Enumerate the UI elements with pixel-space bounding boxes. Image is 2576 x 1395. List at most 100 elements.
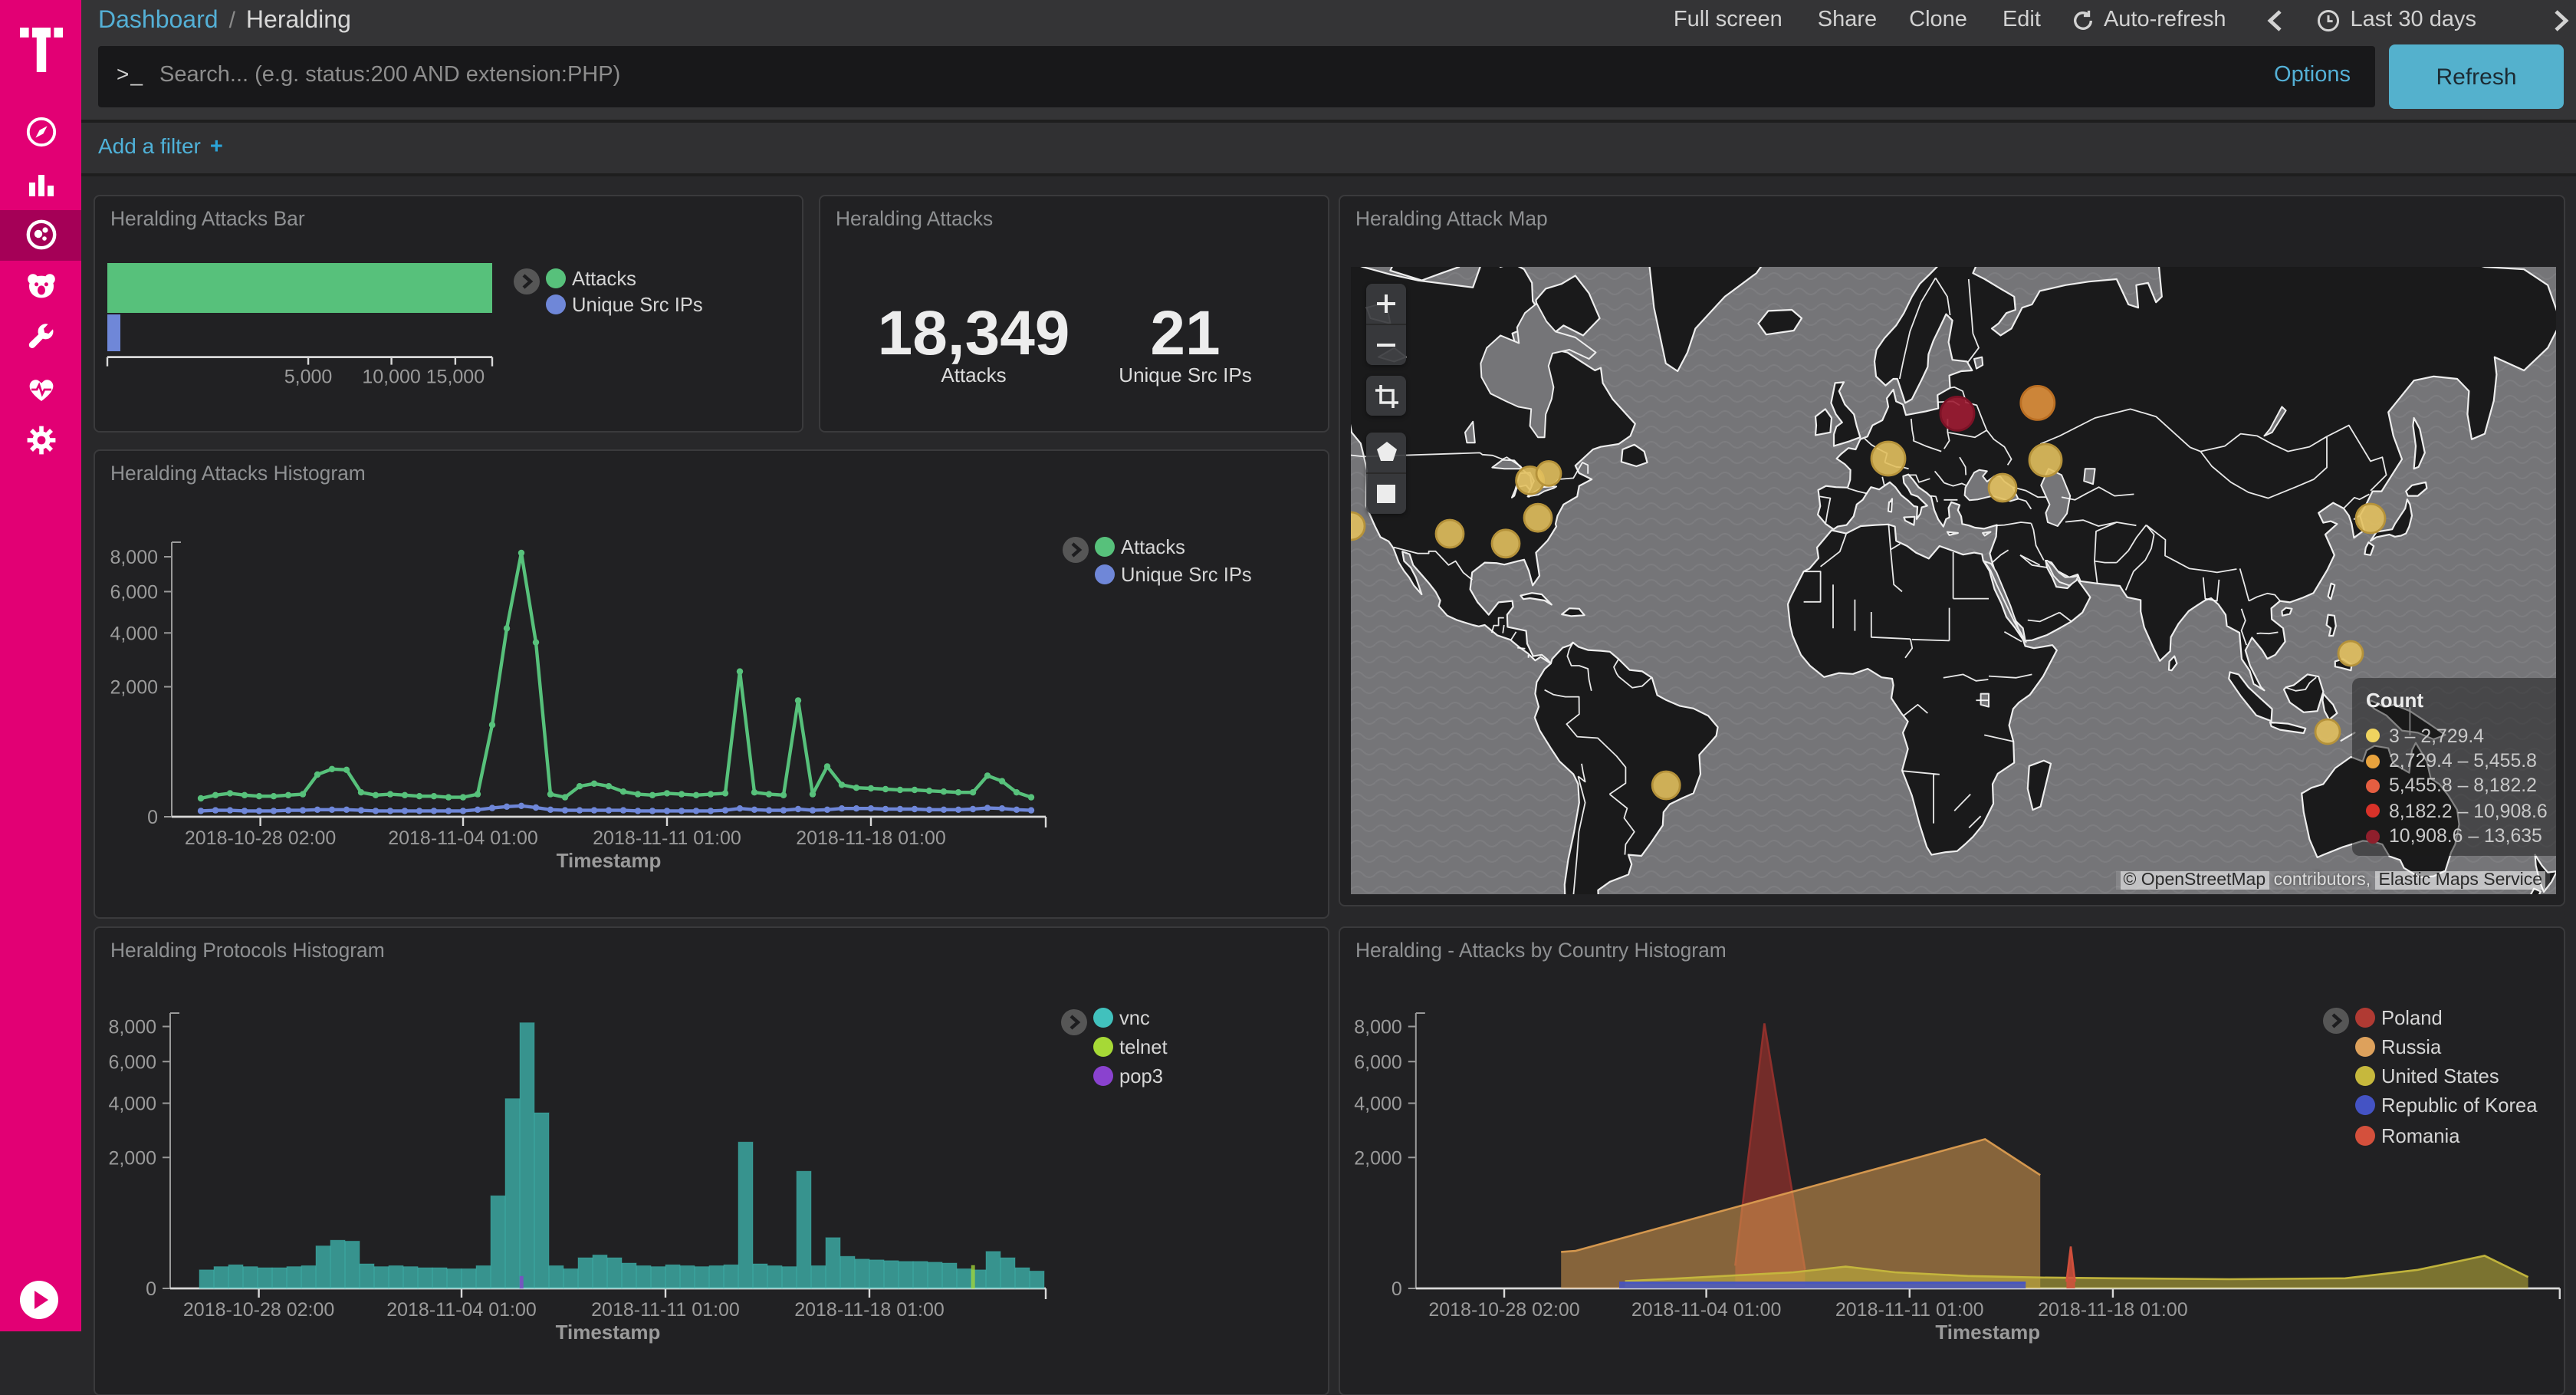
legend-swatch [2355, 1066, 2375, 1087]
sidebar-item-visualize[interactable] [0, 158, 81, 209]
map-legend-row: 5,455.8 – 8,182.2 [2366, 774, 2550, 799]
time-range-picker[interactable]: Last 30 days [2317, 8, 2476, 32]
zoom-out-icon[interactable] [1366, 324, 1406, 364]
attack-origin-marker[interactable] [1870, 439, 1907, 476]
chevron-right-icon[interactable] [2553, 8, 2570, 31]
menu-item-full-screen[interactable]: Full screen [1673, 8, 1783, 32]
attack-origin-marker[interactable] [1490, 528, 1521, 558]
svg-text:2018-11-11 01:00: 2018-11-11 01:00 [591, 1298, 740, 1320]
sidebar-item-management[interactable] [0, 415, 81, 466]
sidebar-item-dashboard[interactable] [0, 209, 81, 261]
attack-origin-marker[interactable] [1351, 510, 1366, 541]
legend-item[interactable]: United States [2355, 1064, 2499, 1087]
filter-divider [81, 173, 2576, 176]
polygon-icon[interactable] [1366, 432, 1406, 472]
map-legend-swatch [2366, 804, 2380, 818]
panel-title: Heralding Attacks [836, 207, 994, 230]
legend-item[interactable]: vnc [1093, 1006, 1150, 1029]
svg-text:8,000: 8,000 [108, 1016, 156, 1038]
svg-text:Timestamp: Timestamp [557, 848, 662, 871]
map-legend-range: 3 – 2,729.4 [2389, 725, 2485, 747]
attack-origin-marker[interactable] [2354, 502, 2387, 534]
svg-text:2,000: 2,000 [1354, 1147, 1402, 1168]
attack-origin-marker[interactable] [1987, 472, 2018, 502]
legend-item[interactable]: Unique Src IPs [1095, 563, 1252, 586]
map-zoom-control [1366, 283, 1406, 364]
attack-origin-marker[interactable] [1651, 769, 1681, 800]
panel-title: Heralding - Attacks by Country Histogram [1355, 938, 1727, 961]
sidebar-item-discover[interactable] [0, 107, 81, 158]
world-map[interactable]: Count 3 – 2,729.4 2,729.4 – 5,455.8 5,455.8… [1351, 266, 2556, 894]
breadcrumb-dashboard-link[interactable]: Dashboard [98, 8, 219, 34]
contributors-text: contributors, [2273, 871, 2371, 890]
chevron-left-icon[interactable] [2266, 8, 2283, 31]
map-attribution: © OpenStreetMap contributors, Elastic Ma… [2115, 871, 2550, 890]
menu-item-auto-refresh[interactable]: Auto-refresh [2072, 8, 2226, 32]
legend-swatch [1093, 1008, 1113, 1028]
menu-item-clone[interactable]: Clone [1909, 8, 1967, 32]
attack-origin-marker[interactable] [2028, 442, 2063, 477]
play-circle-icon[interactable] [18, 1279, 60, 1321]
legend-label: United States [2381, 1064, 2499, 1088]
legend-item[interactable]: telnet [1093, 1035, 1168, 1058]
svg-text:4,000: 4,000 [110, 622, 158, 643]
legend-label: telnet [1119, 1035, 1168, 1058]
attack-origin-marker[interactable] [2019, 383, 2056, 420]
sidebar-item-dev-tools[interactable] [0, 312, 81, 364]
rectangle-icon[interactable] [1366, 473, 1406, 513]
search-input[interactable]: >_ Search... (e.g. status:200 AND extens… [98, 46, 2375, 107]
legend-item[interactable]: Poland [2355, 1005, 2443, 1028]
options-link[interactable]: Options [2274, 63, 2351, 87]
map-count-legend: Count 3 – 2,729.4 2,729.4 – 5,455.8 5,455.8… [2352, 677, 2556, 857]
attack-origin-marker[interactable] [1434, 518, 1465, 548]
refresh-button[interactable]: Refresh [2389, 44, 2564, 109]
legend-item[interactable]: Attacks [546, 266, 636, 289]
legend-item[interactable]: pop3 [1093, 1064, 1163, 1087]
add-filter-link[interactable]: Add a filter + [98, 133, 223, 160]
attack-origin-marker[interactable] [2337, 639, 2364, 666]
legend-item[interactable]: Unique Src IPs [546, 293, 703, 316]
svg-text:0: 0 [1392, 1278, 1402, 1299]
attack-origin-marker[interactable] [1939, 394, 1976, 431]
legend-toggle-icon[interactable] [1063, 537, 1089, 563]
search-placeholder: Search... (e.g. status:200 AND extension… [159, 63, 621, 87]
top-menu: Full screen Share Clone Edit Auto-refresh Las… [1674, 8, 2570, 32]
sidebar-item-monitoring[interactable] [0, 364, 81, 415]
legend-item[interactable]: Attacks [1095, 535, 1185, 558]
legend-label: pop3 [1119, 1064, 1163, 1087]
clock-icon [2317, 8, 2339, 31]
legend-swatch [546, 294, 566, 314]
plus-icon: + [209, 135, 223, 160]
sidebar-item-timelion[interactable] [0, 261, 81, 312]
legend-toggle-icon[interactable] [1061, 1008, 1087, 1035]
legend-toggle-icon[interactable] [514, 268, 540, 294]
map-crop-control [1366, 376, 1406, 416]
menu-item-share[interactable]: Share [1817, 8, 1878, 32]
panel-title: Heralding Attacks Bar [110, 207, 305, 230]
wrench-icon [28, 324, 53, 349]
legend-swatch [2355, 1095, 2375, 1116]
map-legend-range: 8,182.2 – 10,908.6 [2389, 800, 2548, 822]
legend-swatch [1095, 536, 1115, 556]
sidebar [0, 0, 81, 1331]
menu-item-edit[interactable]: Edit [2002, 8, 2041, 32]
legend-swatch [546, 268, 566, 288]
map-legend-row: 10,908.6 – 13,635 [2366, 824, 2550, 849]
legend-toggle-icon[interactable] [2323, 1008, 2349, 1035]
legend-swatch [2355, 1125, 2375, 1145]
legend-item[interactable]: Romania [2355, 1124, 2459, 1147]
attack-origin-marker[interactable] [1523, 502, 1553, 532]
crop-icon[interactable] [1366, 376, 1406, 416]
legend-item[interactable]: Republic of Korea [2355, 1094, 2537, 1117]
compass-icon [25, 117, 56, 147]
filter-bar: Add a filter + [81, 123, 2576, 173]
attack-origin-marker[interactable] [1535, 459, 1562, 486]
zoom-in-icon[interactable] [1366, 283, 1406, 323]
svg-text:6,000: 6,000 [1354, 1051, 1402, 1072]
legend-item[interactable]: Russia [2355, 1035, 2441, 1058]
svg-text:4,000: 4,000 [1354, 1093, 1402, 1114]
map-legend-range: 5,455.8 – 8,182.2 [2389, 775, 2537, 797]
attack-origin-marker[interactable] [2314, 717, 2341, 745]
svg-text:Timestamp: Timestamp [556, 1320, 661, 1343]
